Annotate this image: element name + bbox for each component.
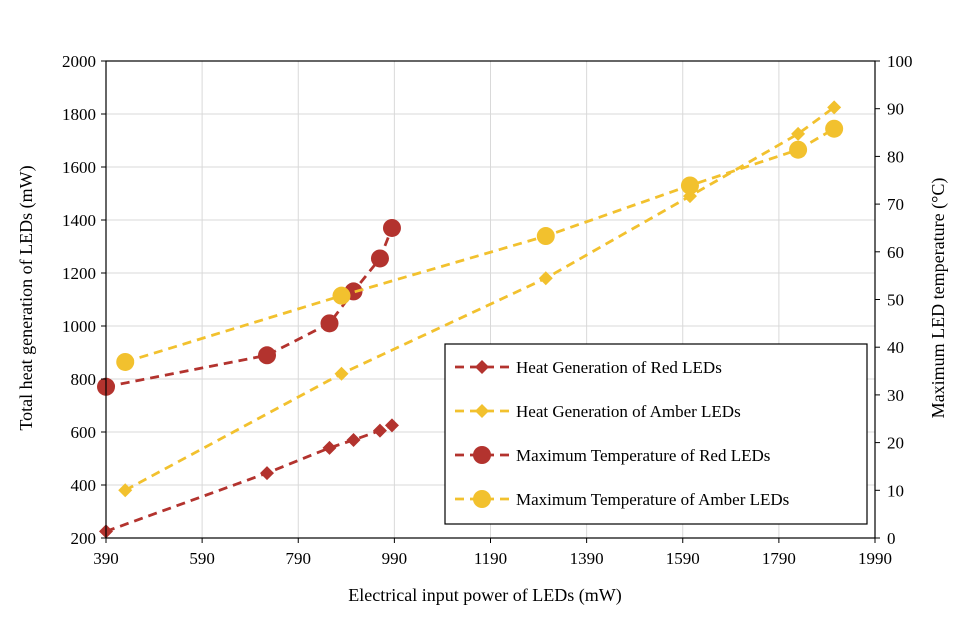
y-tick-label: 1200 (62, 264, 96, 283)
diamond-marker (384, 418, 399, 433)
circle-marker (536, 227, 555, 246)
x-tick-label: 1590 (666, 549, 700, 568)
x-tick-label: 590 (189, 549, 215, 568)
diamond-marker (118, 483, 133, 498)
legend-marker (473, 490, 491, 508)
data-series (97, 100, 844, 539)
legend-label: Heat Generation of Amber LEDs (516, 402, 741, 421)
legend-item: Maximum Temperature of Red LEDs (455, 446, 770, 465)
series-line (124, 106, 835, 492)
x-axis-title: Electrical input power of LEDs (mW) (348, 585, 621, 606)
circle-marker (382, 218, 401, 237)
diamond-marker (334, 366, 349, 381)
circle-marker (825, 119, 844, 138)
y2-tick-label: 70 (887, 195, 904, 214)
diamond-marker (827, 100, 842, 115)
legend-label: Maximum Temperature of Amber LEDs (516, 490, 789, 509)
legend-box (444, 343, 868, 525)
x-tick-label: 990 (382, 549, 408, 568)
circle-marker (789, 140, 808, 159)
y-tick-label: 1800 (62, 105, 96, 124)
y2-tick-label: 50 (887, 291, 904, 310)
series-4 (116, 119, 844, 371)
series-line (105, 424, 393, 533)
y2-axis-title: Maximum LED temperature (°C) (928, 178, 949, 419)
y-axis-title: Total heat generation of LEDs (mW) (16, 165, 37, 430)
circle-marker (116, 352, 135, 371)
y2-tick-label: 100 (887, 52, 913, 71)
x-tick-label: 1990 (858, 549, 892, 568)
diamond-marker (346, 432, 361, 447)
series-2 (118, 100, 842, 498)
y2-tick-label: 90 (887, 100, 904, 119)
diamond-marker (322, 440, 337, 455)
series-line (124, 127, 835, 364)
y2-tick-label: 80 (887, 147, 904, 166)
y-tick-label: 600 (71, 423, 97, 442)
legend-label: Maximum Temperature of Red LEDs (516, 446, 770, 465)
y-tick-label: 200 (71, 529, 97, 548)
y2-tick-label: 60 (887, 243, 904, 262)
x-tick-label: 1390 (570, 549, 604, 568)
x-tick-label: 390 (93, 549, 119, 568)
x-tick-label: 790 (286, 549, 312, 568)
y-axis-ticks: 200 400 600 800 1000 1200 1400 1600 1800 2000 (62, 52, 106, 548)
y2-tick-label: 10 (887, 481, 904, 500)
legend-item: Maximum Temperature of Amber LEDs (455, 490, 789, 509)
x-tick-label: 1190 (474, 549, 507, 568)
circle-marker (680, 176, 699, 195)
series-line (105, 227, 394, 389)
y-tick-label: 1600 (62, 158, 96, 177)
y2-tick-label: 30 (887, 386, 904, 405)
y-tick-label: 800 (71, 370, 97, 389)
legend-label: Heat Generation of Red LEDs (516, 358, 722, 377)
legend: Heat Generation of Red LEDs Heat Generati… (444, 343, 868, 525)
y-tick-label: 1400 (62, 211, 96, 230)
series-3 (97, 218, 401, 396)
legend-item: Heat Generation of Amber LEDs (455, 402, 741, 421)
legend-item: Heat Generation of Red LEDs (455, 358, 722, 377)
diamond-marker (372, 423, 387, 438)
x-axis-ticks: 390 590 790 990 1190 1390 1590 1790 1990 (93, 538, 892, 568)
y-tick-label: 1000 (62, 317, 96, 336)
x-tick-label: 1790 (762, 549, 796, 568)
y2-tick-label: 0 (887, 529, 896, 548)
diamond-marker (791, 126, 806, 141)
y-tick-label: 400 (71, 476, 97, 495)
y2-axis-ticks: 0 10 20 30 40 50 60 70 80 90 100 (875, 52, 913, 548)
series-1 (99, 418, 399, 539)
diamond-marker (538, 271, 553, 286)
diamond-marker (260, 466, 275, 481)
y-tick-label: 2000 (62, 52, 96, 71)
circle-marker (332, 286, 351, 305)
y2-tick-label: 40 (887, 338, 904, 357)
circle-marker (320, 314, 339, 333)
circle-marker (370, 249, 389, 268)
y2-tick-label: 20 (887, 434, 904, 453)
legend-marker (475, 404, 489, 418)
circle-marker (258, 346, 277, 365)
legend-marker (475, 360, 489, 374)
legend-marker (473, 446, 491, 464)
